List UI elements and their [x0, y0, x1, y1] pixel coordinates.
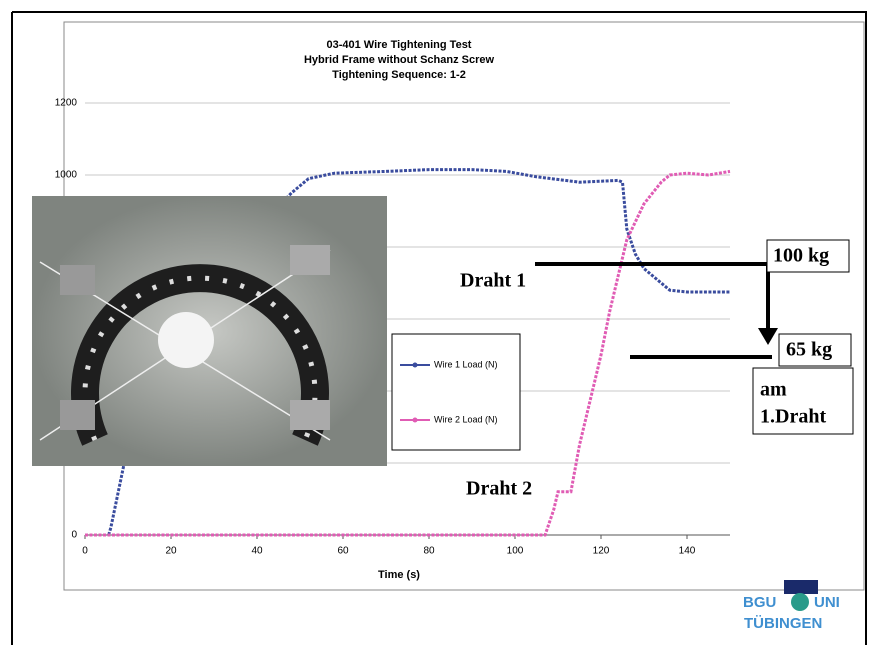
- x-tick-label: 40: [251, 546, 263, 557]
- x-tick-label: 60: [337, 546, 349, 557]
- legend: [392, 334, 520, 450]
- x-tick-label: 80: [423, 546, 435, 557]
- x-axis-label: Time (s): [378, 569, 420, 581]
- logo-text: BGU: [743, 594, 776, 611]
- chart-title: Hybrid Frame without Schanz Screw: [304, 54, 495, 66]
- legend-label: Wire 2 Load (N): [434, 414, 498, 424]
- photo: [32, 196, 387, 466]
- x-tick-label: 0: [82, 546, 88, 557]
- x-tick-label: 20: [165, 546, 177, 557]
- annotation: 100 kg: [773, 245, 829, 267]
- y-tick-label: 1000: [55, 170, 78, 181]
- logo-text: TÜBINGEN: [744, 615, 822, 632]
- chart-title: 03-401 Wire Tightening Test: [327, 39, 472, 51]
- annotation: 65 kg: [786, 339, 832, 361]
- legend-marker: [413, 363, 418, 368]
- legend-label: Wire 1 Load (N): [434, 359, 498, 369]
- annotation: Draht 2: [466, 478, 532, 500]
- chart-title: Tightening Sequence: 1-2: [332, 69, 466, 81]
- annotation: Draht 1: [460, 270, 526, 292]
- annotation: am: [760, 379, 787, 401]
- logo-text: UNI: [814, 594, 840, 611]
- slide: 020040060080010001200020406080100120140 …: [0, 0, 879, 645]
- annotation: 1.Draht: [760, 406, 826, 428]
- x-tick-label: 100: [507, 546, 524, 557]
- x-tick-label: 140: [679, 546, 696, 557]
- legend-marker: [413, 418, 418, 423]
- x-tick-label: 120: [593, 546, 610, 557]
- y-tick-label: 0: [71, 530, 77, 541]
- y-tick-label: 1200: [55, 98, 78, 109]
